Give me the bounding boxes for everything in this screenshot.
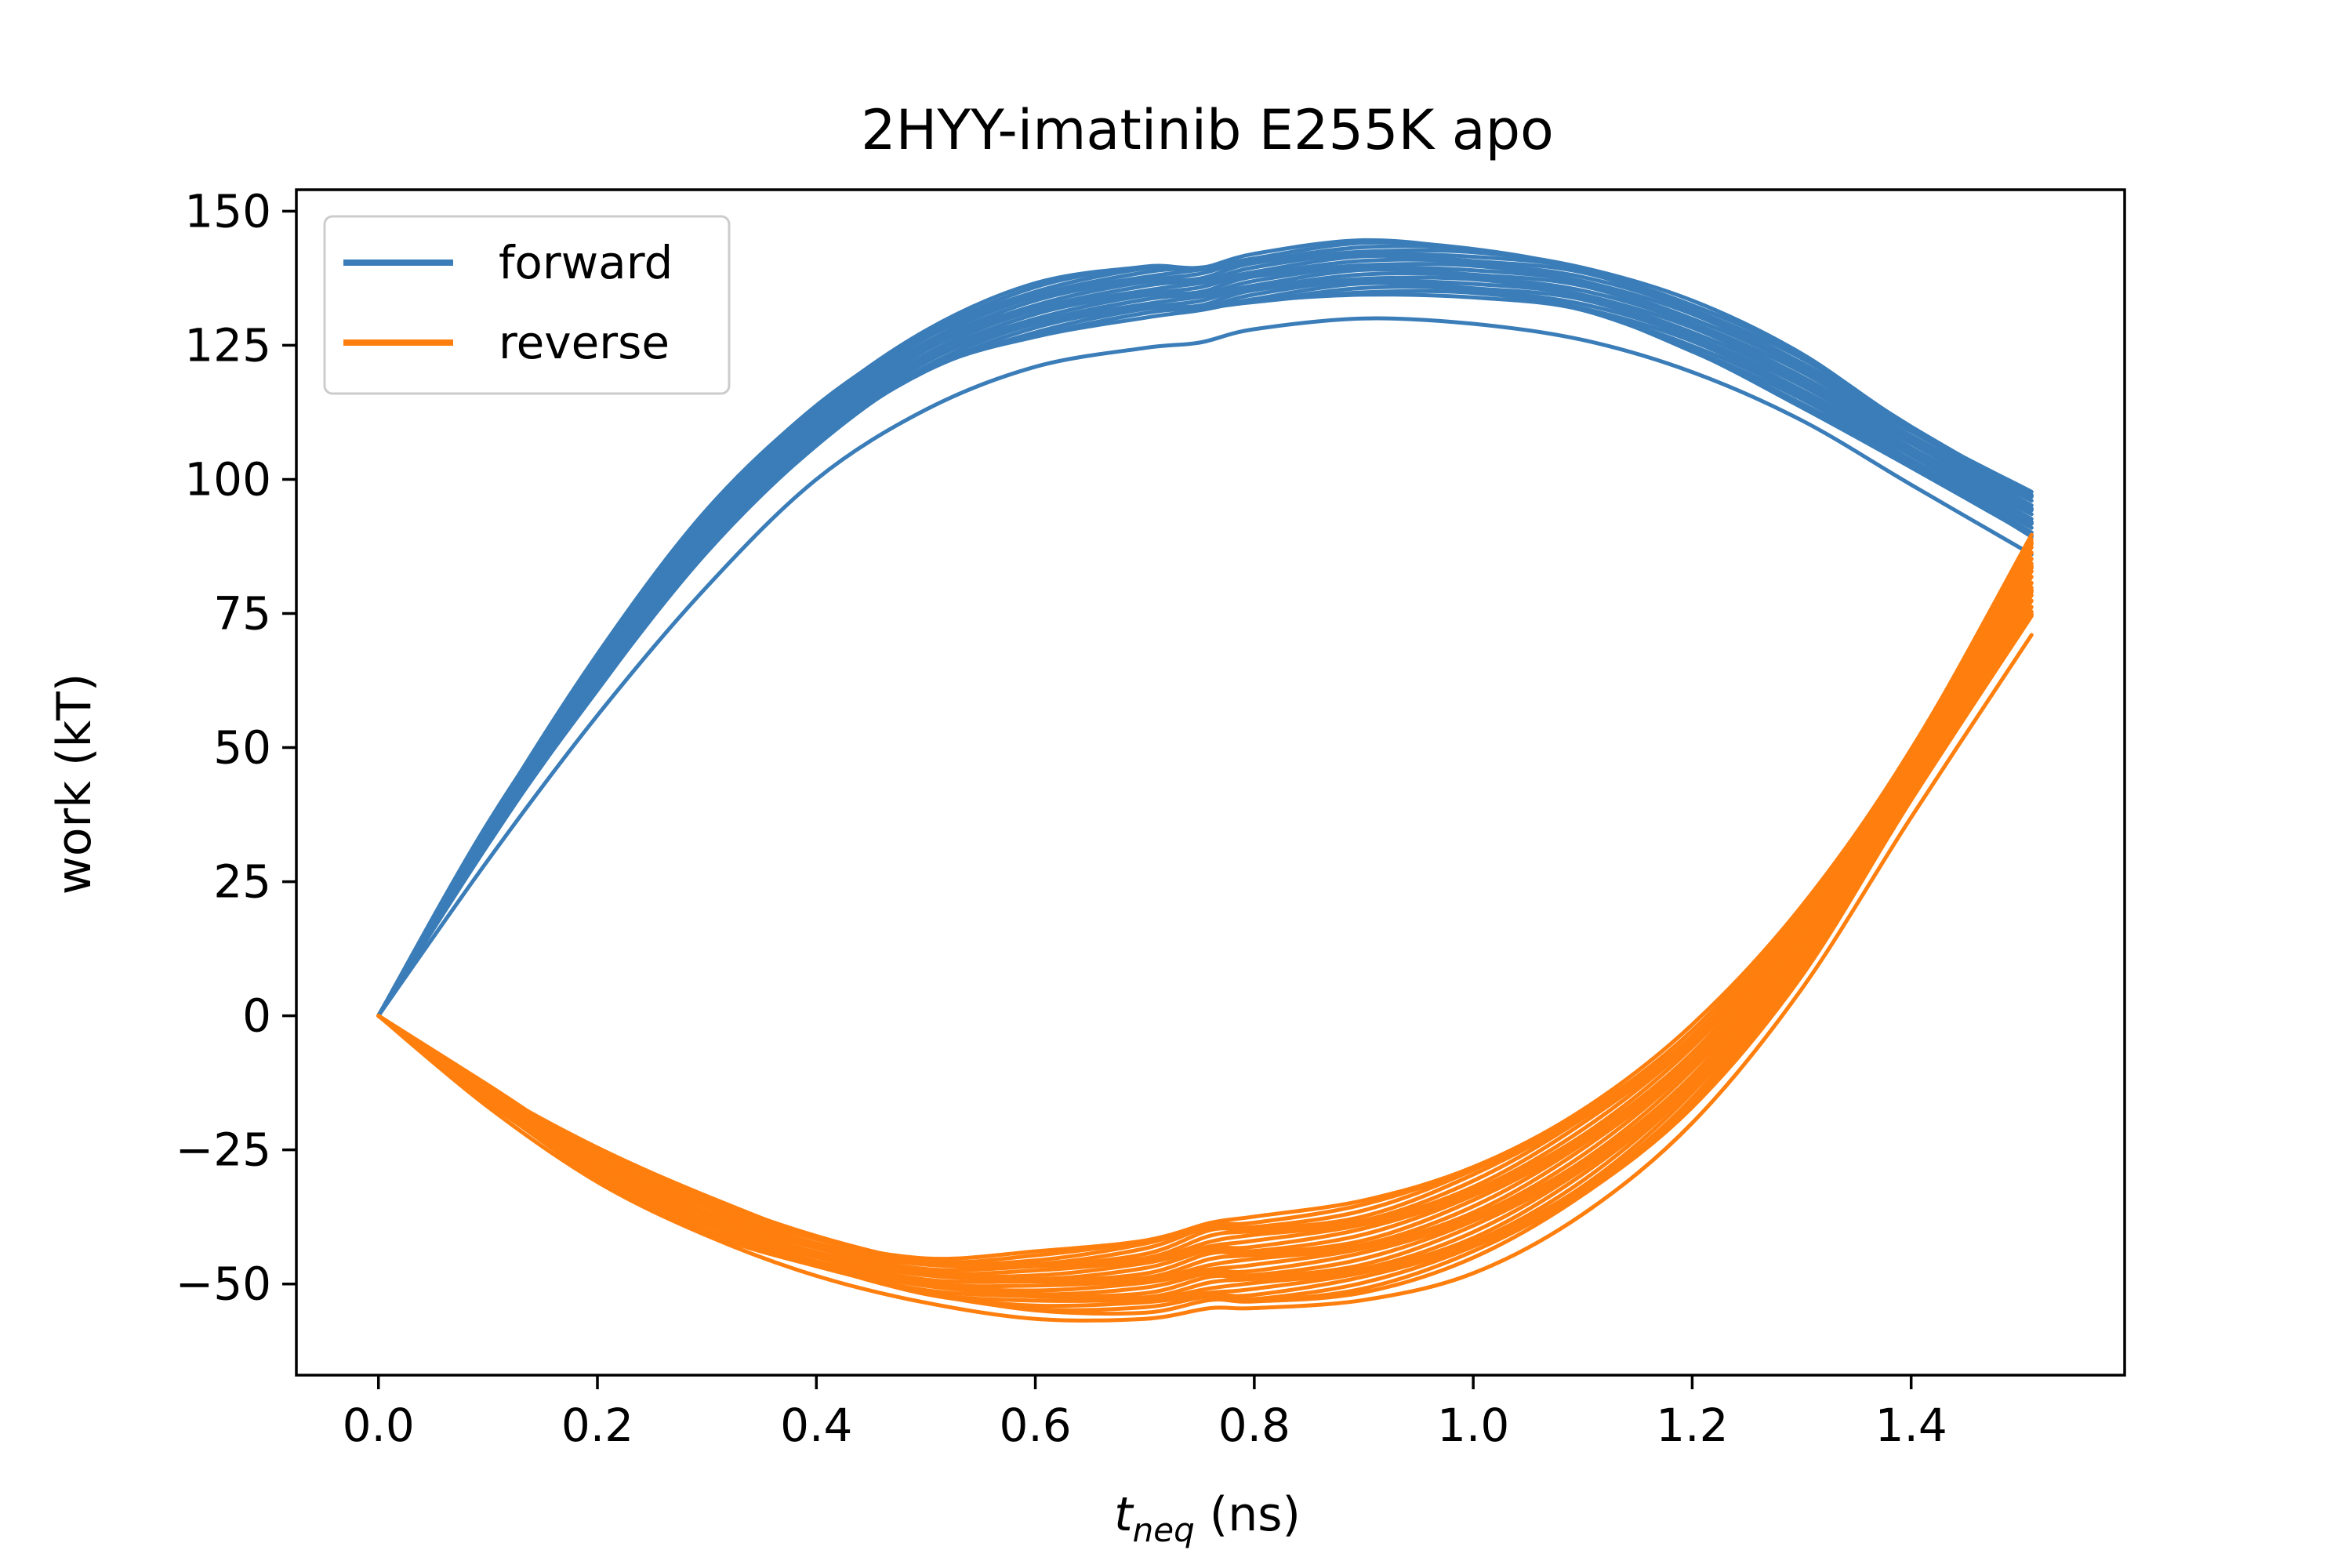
y-tick-label: 150 xyxy=(184,184,271,238)
legend: forward reverse xyxy=(323,215,731,395)
x-tick-label: 1.4 xyxy=(1875,1399,1947,1452)
y-tick-label: −50 xyxy=(176,1258,271,1311)
reverse-trajectory-line xyxy=(376,540,2034,1267)
x-tick-label: 0.0 xyxy=(343,1399,415,1452)
reverse-trajectory-line xyxy=(376,545,2034,1268)
x-axis-label-var: t xyxy=(1114,1487,1134,1542)
x-axis-ticks: 0.0 0.2 0.4 0.6 0.8 1.0 1.2 1.4 xyxy=(343,1375,1947,1452)
x-axis-label-subscript: neq xyxy=(1133,1511,1195,1549)
y-axis-label: work (kT) xyxy=(47,673,102,895)
y-tick-label: 0 xyxy=(242,989,271,1043)
forward-trajectory-line xyxy=(376,238,2034,1018)
reverse-trajectory-line xyxy=(376,532,2034,1261)
x-axis-label: tneq (ns) xyxy=(1114,1487,1301,1549)
x-tick-label: 1.2 xyxy=(1656,1399,1728,1452)
series-layer xyxy=(376,238,2034,1323)
y-tick-label: 75 xyxy=(213,586,271,640)
y-tick-label: 125 xyxy=(184,318,271,372)
x-tick-label: 0.8 xyxy=(1218,1399,1290,1452)
x-tick-label: 0.4 xyxy=(780,1399,852,1452)
x-axis-label-unit: (ns) xyxy=(1195,1487,1301,1542)
reverse-trajectory-line xyxy=(376,550,2034,1269)
series-reverse xyxy=(376,532,2034,1323)
legend-reverse-label: reverse xyxy=(499,316,670,369)
y-tick-label: 50 xyxy=(213,721,271,775)
x-tick-label: 0.2 xyxy=(561,1399,633,1452)
y-axis-ticks: −50 −25 0 25 50 75 100 125 150 xyxy=(176,184,296,1311)
chart-title: 2HYY-imatinib E255K apo xyxy=(861,98,1554,162)
legend-forward-label: forward xyxy=(499,236,673,289)
plot-area-frame xyxy=(295,188,2126,1377)
x-tick-label: 1.0 xyxy=(1437,1399,1509,1452)
series-forward xyxy=(376,238,2034,1018)
forward-outlier-line xyxy=(376,316,2034,1018)
reverse-outlier-line xyxy=(376,633,2034,1323)
y-tick-label: 25 xyxy=(213,855,271,909)
x-tick-label: 0.6 xyxy=(999,1399,1071,1452)
y-tick-label: −25 xyxy=(176,1123,271,1177)
forward-trajectory-line xyxy=(376,292,2034,1018)
y-tick-label: 100 xyxy=(184,452,271,506)
